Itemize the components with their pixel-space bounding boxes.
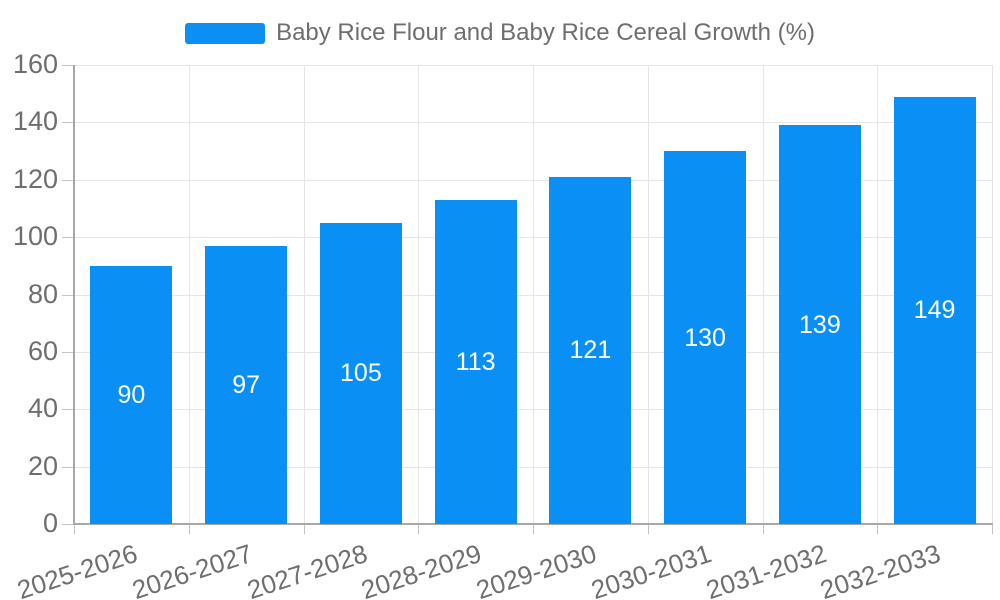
bar[interactable] bbox=[778, 125, 861, 524]
x-axis-tick bbox=[74, 524, 75, 534]
bar[interactable] bbox=[664, 151, 747, 524]
x-axis-tick bbox=[533, 524, 534, 534]
x-axis-tick bbox=[877, 524, 879, 534]
x-axis-tick bbox=[303, 524, 305, 534]
bar-value-label: 149 bbox=[913, 296, 956, 325]
x-gridline bbox=[303, 65, 305, 524]
x-axis-tick-label: 2026-2027 bbox=[128, 538, 256, 600]
bar[interactable] bbox=[90, 265, 173, 524]
bar[interactable] bbox=[893, 96, 976, 524]
x-axis-tick bbox=[418, 524, 420, 534]
bar[interactable] bbox=[205, 245, 288, 524]
y-axis-tick bbox=[62, 294, 74, 296]
y-axis-tick bbox=[62, 179, 74, 181]
y-axis-tick-label: 80 bbox=[27, 278, 58, 309]
y-axis-tick bbox=[62, 237, 74, 239]
y-axis-tick-label: 0 bbox=[42, 507, 58, 538]
y-axis-tick bbox=[62, 122, 74, 124]
x-axis-tick-label: 2031-2032 bbox=[702, 538, 830, 600]
x-axis-tick bbox=[647, 524, 649, 534]
y-axis-tick-label: 140 bbox=[12, 106, 58, 137]
x-gridline bbox=[992, 65, 993, 524]
bar[interactable] bbox=[434, 199, 517, 524]
y-axis-tick-label: 60 bbox=[27, 335, 58, 366]
x-axis-tick-label: 2029-2030 bbox=[472, 538, 601, 600]
bar-value-label: 90 bbox=[117, 380, 146, 409]
bar-value-label: 113 bbox=[455, 347, 496, 376]
x-gridline bbox=[188, 65, 190, 524]
y-axis-tick bbox=[62, 466, 74, 468]
x-axis-tick-label: 2028-2029 bbox=[357, 538, 486, 600]
legend-label[interactable]: Baby Rice Flour and Baby Rice Cereal Gro… bbox=[276, 19, 815, 46]
x-axis-tick bbox=[992, 524, 993, 534]
x-gridline bbox=[418, 65, 420, 524]
bar-value-label: 105 bbox=[340, 359, 382, 388]
bar-value-label: 139 bbox=[799, 310, 841, 339]
y-axis-tick-label: 120 bbox=[12, 163, 58, 194]
x-axis-line bbox=[73, 523, 993, 525]
bar-value-label: 121 bbox=[569, 336, 612, 365]
x-axis-tick-label: 2027-2028 bbox=[243, 538, 371, 600]
x-gridline bbox=[647, 65, 649, 524]
x-axis-tick bbox=[188, 524, 190, 534]
y-axis-tick bbox=[62, 409, 74, 411]
bar-value-label: 97 bbox=[232, 370, 260, 399]
y-axis-tick-label: 20 bbox=[27, 450, 58, 481]
y-axis-line bbox=[73, 65, 75, 524]
legend-swatch[interactable] bbox=[185, 22, 266, 44]
x-axis-tick-label: 2025-2026 bbox=[13, 538, 142, 600]
bar-value-label: 130 bbox=[684, 323, 726, 352]
x-axis-tick bbox=[762, 524, 764, 534]
legend: Baby Rice Flour and Baby Rice Cereal Gro… bbox=[0, 19, 1000, 47]
y-axis-tick-label: 160 bbox=[12, 48, 58, 79]
bar[interactable] bbox=[549, 176, 632, 524]
x-gridline bbox=[533, 65, 534, 524]
y-axis-tick bbox=[62, 65, 74, 66]
x-axis-tick-label: 2032-2033 bbox=[816, 538, 945, 600]
y-axis-tick-label: 40 bbox=[27, 393, 58, 424]
x-gridline bbox=[877, 65, 879, 524]
bar[interactable] bbox=[319, 222, 402, 524]
x-axis-tick-label: 2030-2031 bbox=[587, 538, 715, 600]
y-axis-tick bbox=[62, 524, 74, 525]
x-gridline bbox=[762, 65, 764, 524]
y-axis-tick bbox=[62, 351, 74, 353]
y-axis-tick-label: 100 bbox=[12, 221, 58, 252]
